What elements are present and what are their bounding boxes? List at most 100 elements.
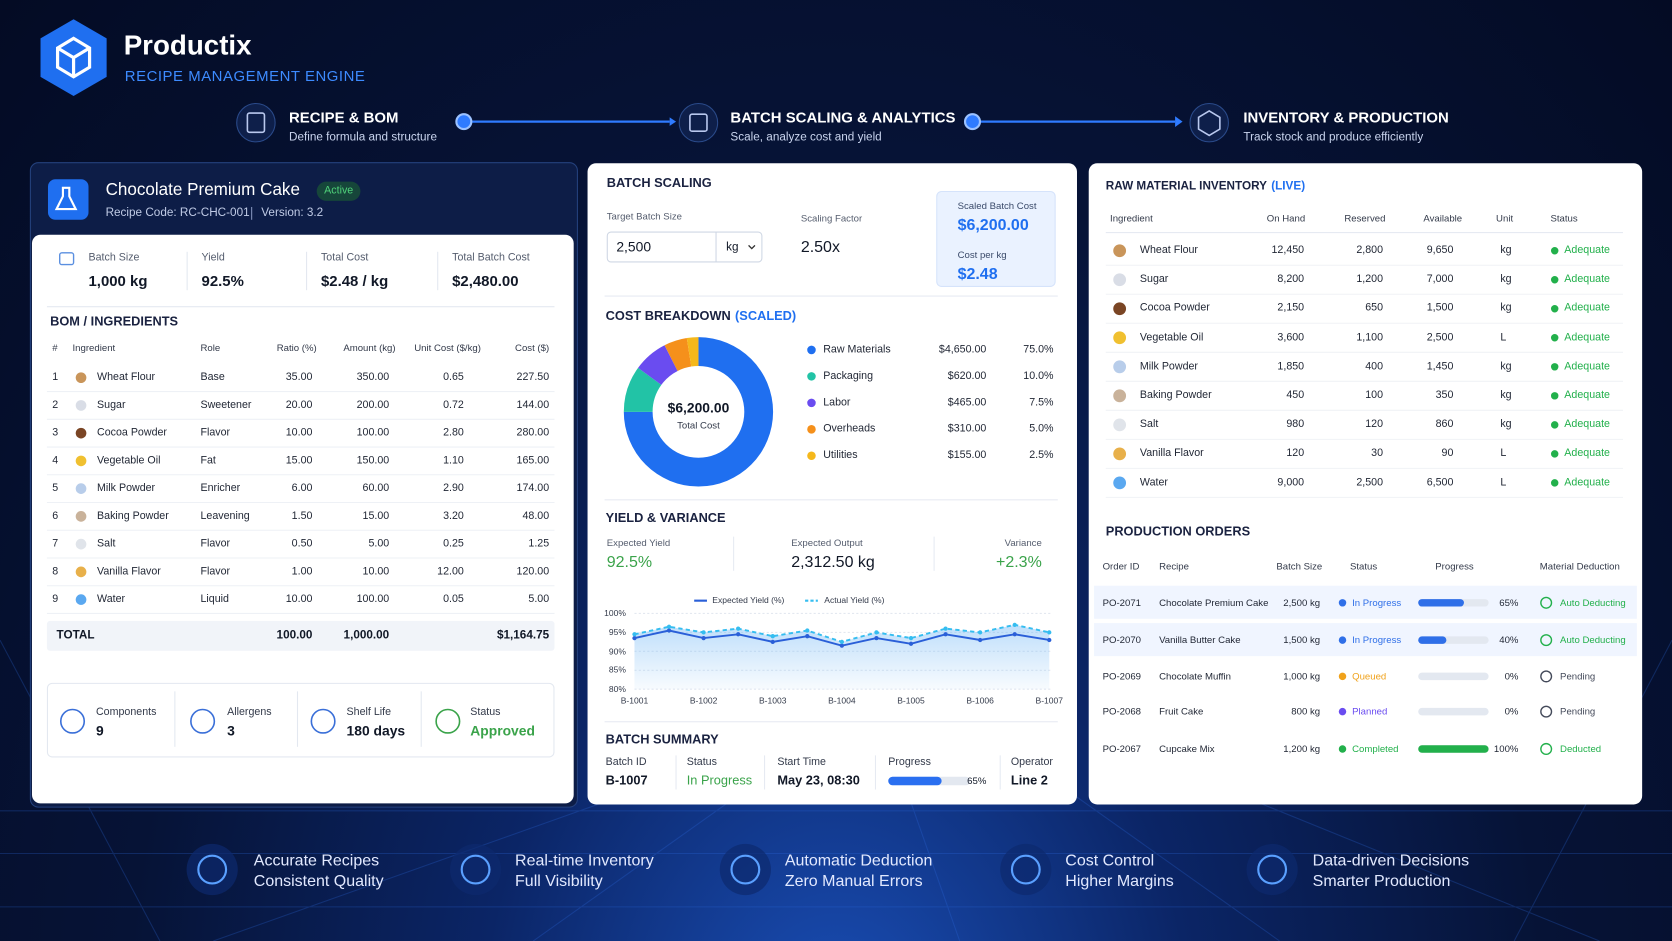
inventory-cell: 2,150 bbox=[1277, 302, 1305, 315]
legend-name: Raw Materials bbox=[823, 343, 891, 356]
inventory-cell: Water bbox=[1139, 476, 1168, 489]
inventory-cell: Adequate bbox=[1564, 418, 1610, 431]
bom-cell: 0.65 bbox=[443, 371, 464, 384]
point bbox=[874, 630, 879, 635]
bom-cell: 150.00 bbox=[356, 454, 390, 467]
feature-icon-bg bbox=[1246, 843, 1298, 896]
feature-subtitle: Full Visibility bbox=[515, 872, 603, 891]
order-id: PO-2069 bbox=[1102, 670, 1142, 682]
bom-cell: 6 bbox=[52, 510, 59, 522]
inventory-cell: Adequate bbox=[1564, 302, 1610, 315]
stat-value: $2,480.00 bbox=[452, 272, 519, 290]
summary-field-value: In Progress bbox=[686, 772, 753, 788]
bom-cell: 15.00 bbox=[362, 510, 390, 522]
legend-amount: $155.00 bbox=[947, 449, 987, 462]
inventory-card bbox=[1088, 163, 1643, 805]
point bbox=[839, 639, 845, 645]
area bbox=[634, 624, 1050, 690]
bom-header: Cost ($) bbox=[515, 342, 550, 353]
ingredient-icon bbox=[1113, 389, 1127, 403]
factor-value: 2.50x bbox=[800, 238, 840, 257]
step-title: RECIPE & BOM bbox=[288, 108, 399, 126]
metric-value: +2.3% bbox=[996, 553, 1042, 572]
progress-track bbox=[1418, 707, 1489, 716]
ingredient-icon bbox=[1113, 273, 1127, 287]
bom-cell: 1.50 bbox=[291, 510, 313, 522]
point bbox=[908, 641, 914, 646]
donut-center-label: Total Cost bbox=[677, 420, 720, 431]
point bbox=[701, 630, 706, 635]
bom-cell: 144.00 bbox=[516, 399, 550, 412]
legend-dot bbox=[807, 425, 816, 434]
inventory-cell: 1,200 bbox=[1356, 273, 1384, 286]
section-title: RAW MATERIAL INVENTORY (LIVE) bbox=[1106, 176, 1305, 196]
legend-percent: 7.5% bbox=[1029, 396, 1054, 409]
point bbox=[770, 634, 775, 639]
feature-icon bbox=[197, 854, 228, 885]
chevron bbox=[748, 244, 756, 250]
field-label: Target Batch Size bbox=[606, 211, 682, 222]
summary-value: 180 days bbox=[346, 722, 406, 739]
order-deduction: Auto Deducting bbox=[1560, 597, 1626, 608]
summary-value: Approved bbox=[470, 722, 535, 739]
point bbox=[978, 630, 983, 635]
inventory-cell: kg bbox=[1500, 302, 1512, 315]
summary-icon bbox=[190, 708, 216, 734]
recipe-status: Active bbox=[316, 181, 361, 201]
point bbox=[666, 624, 672, 629]
recipe-name: Chocolate Premium Cake bbox=[105, 181, 300, 200]
inventory-cell: 1,450 bbox=[1426, 360, 1454, 373]
section-title: BATCH SUMMARY bbox=[605, 732, 719, 747]
step-subtitle: Define formula and structure bbox=[288, 130, 437, 144]
bom-cell: 10.00 bbox=[285, 593, 313, 606]
inventory-cell: 12,450 bbox=[1271, 244, 1305, 257]
orders-header: Batch Size bbox=[1276, 561, 1323, 572]
inventory-header: Available bbox=[1423, 213, 1463, 224]
legend-dot bbox=[807, 345, 816, 355]
x-tick-label: B-1006 bbox=[966, 696, 994, 706]
inventory-cell: 6,500 bbox=[1426, 476, 1454, 489]
bom-cell: 350.00 bbox=[356, 371, 390, 384]
inventory-cell: 120 bbox=[1365, 418, 1384, 431]
bom-cell: 10.00 bbox=[285, 427, 313, 439]
progress-bar bbox=[1418, 636, 1447, 644]
inventory-cell: 7,000 bbox=[1426, 273, 1454, 286]
point bbox=[632, 635, 637, 641]
summary-icon bbox=[435, 708, 461, 734]
cost-per-kg-value: $2.48 bbox=[957, 264, 998, 284]
ingredient-icon bbox=[75, 455, 87, 467]
recipe-version: Version: 3.2 bbox=[261, 206, 324, 220]
inventory-cell: kg bbox=[1500, 418, 1512, 431]
inventory-cell: Milk Powder bbox=[1139, 360, 1198, 373]
stat-icon bbox=[59, 252, 75, 266]
status-dot bbox=[1550, 334, 1559, 342]
point bbox=[632, 632, 637, 637]
summary-value: 9 bbox=[95, 722, 104, 739]
stat-label: Yield bbox=[201, 252, 225, 264]
ingredient-icon bbox=[1113, 476, 1127, 490]
legend-dot bbox=[807, 398, 816, 408]
bom-cell: 3 bbox=[52, 427, 59, 439]
input-unit: kg bbox=[726, 240, 739, 254]
ingredient-icon bbox=[1113, 447, 1127, 461]
order-row-bg bbox=[1094, 585, 1637, 619]
order-deduction: Pending bbox=[1560, 670, 1596, 682]
deduction-icon bbox=[1540, 670, 1553, 683]
status-dot bbox=[1338, 599, 1347, 607]
progress-label: 65% bbox=[1499, 597, 1519, 608]
feature-title: Automatic Deduction bbox=[784, 851, 933, 870]
bom-header: Ingredient bbox=[72, 342, 116, 353]
point bbox=[805, 634, 810, 639]
inventory-cell: Vegetable Oil bbox=[1139, 331, 1204, 344]
bom-cell: 35.00 bbox=[285, 371, 313, 384]
brand-name: Productix bbox=[123, 28, 252, 61]
inventory-cell: 30 bbox=[1371, 447, 1384, 460]
inventory-cell: 120 bbox=[1286, 447, 1305, 460]
point bbox=[666, 628, 672, 633]
inventory-cell: 100 bbox=[1365, 389, 1384, 402]
metric-label: Expected Yield bbox=[606, 537, 671, 549]
point bbox=[839, 643, 845, 648]
inventory-cell: Sugar bbox=[1139, 273, 1169, 286]
bom-cell: 100.00 bbox=[356, 593, 390, 606]
